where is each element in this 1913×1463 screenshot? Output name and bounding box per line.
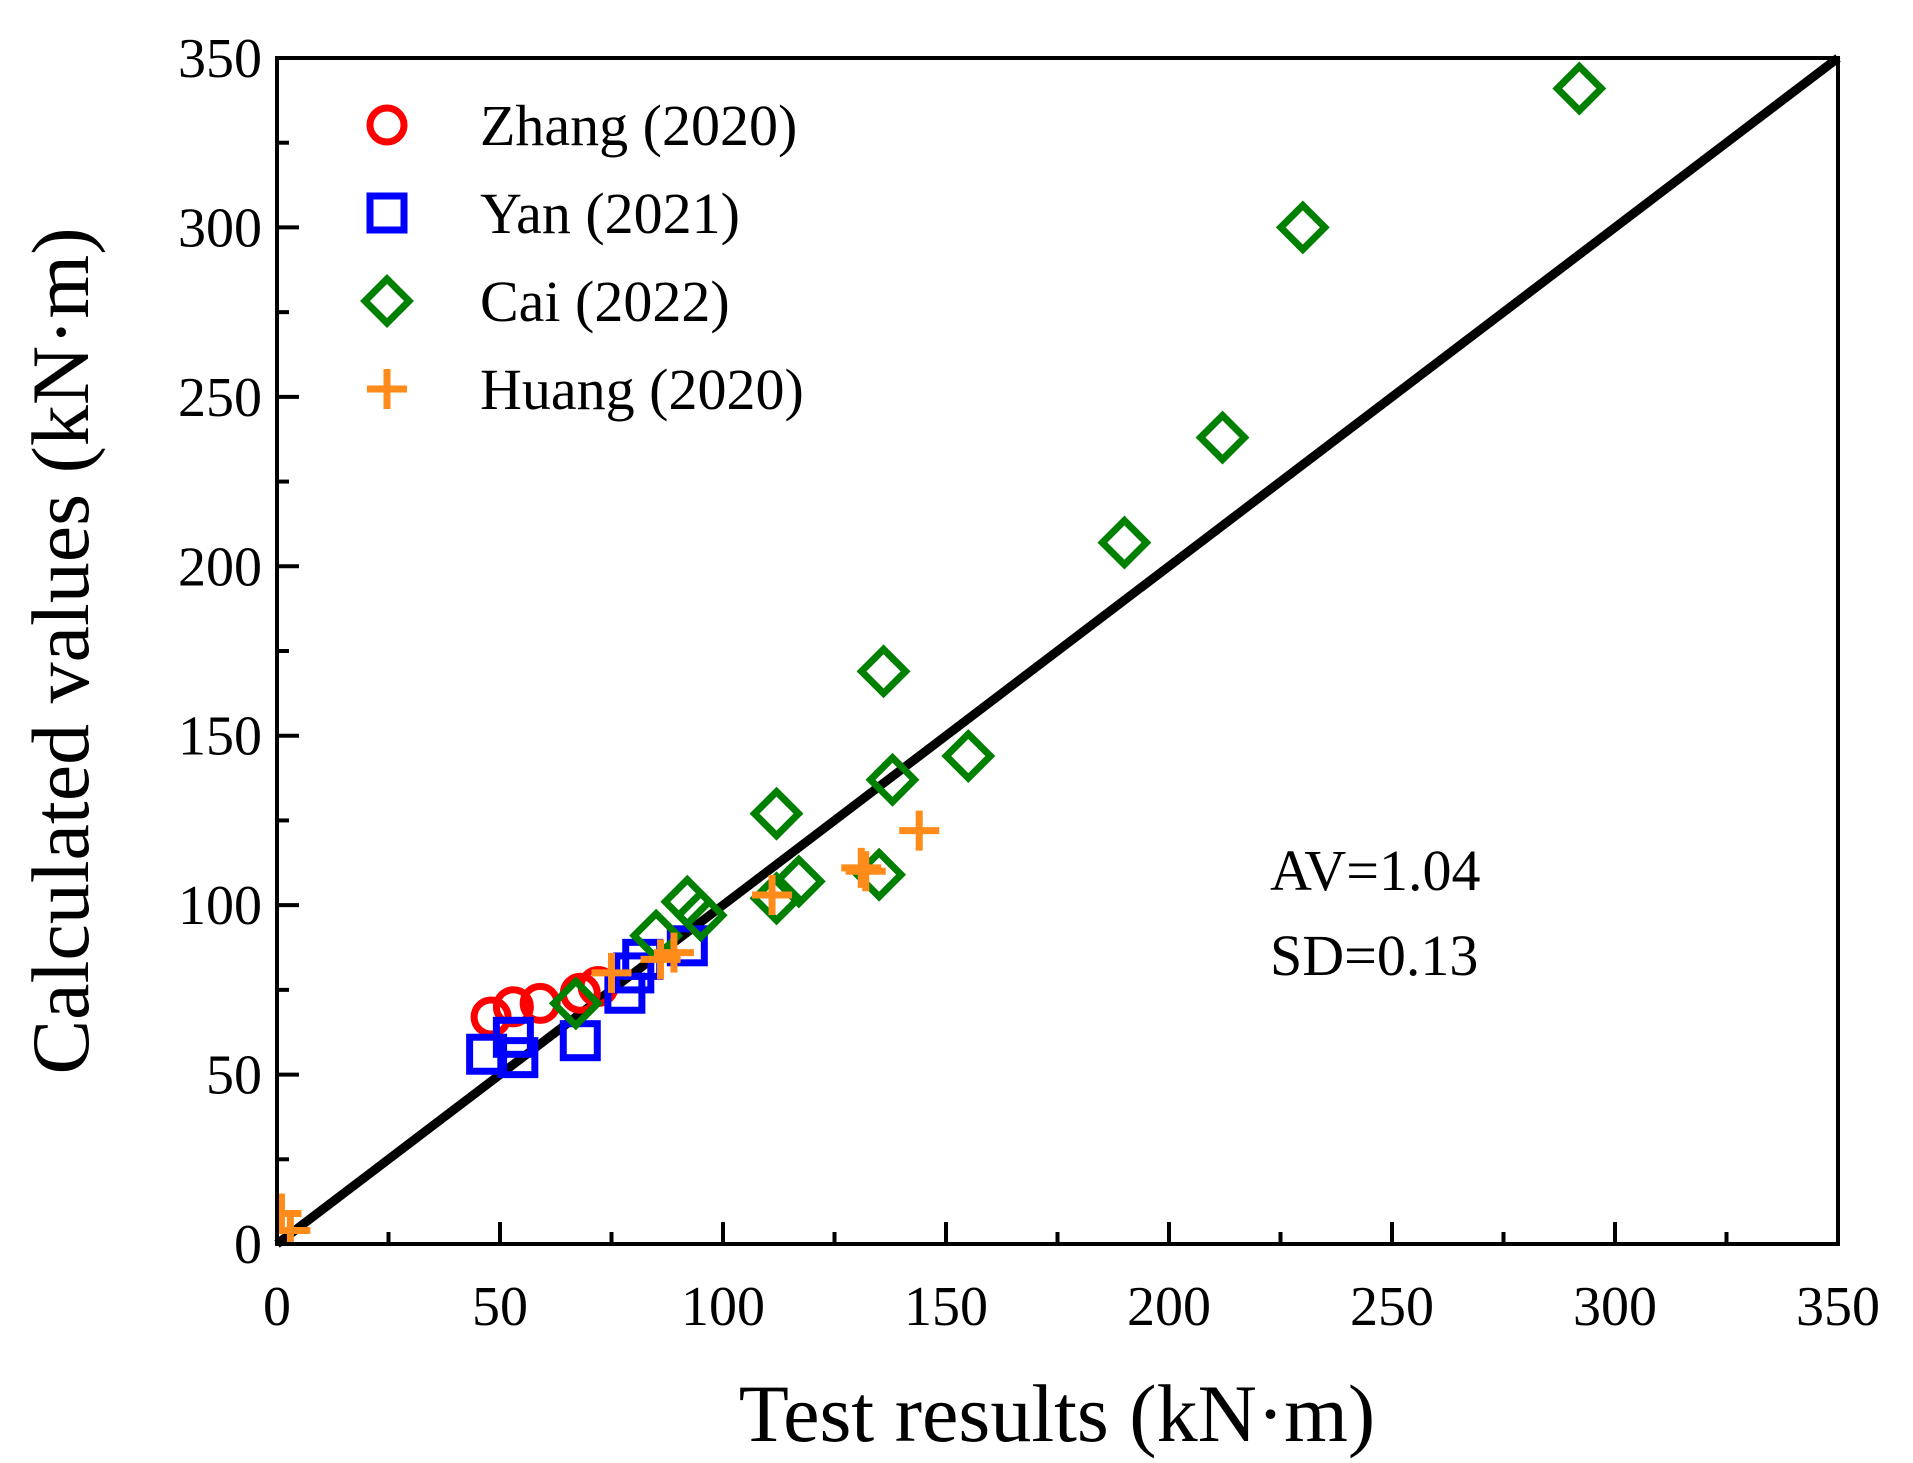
x-tick-label: 50 [472, 1276, 528, 1338]
point-diamond [1195, 410, 1250, 465]
legend-label: Cai (2022) [480, 269, 730, 334]
point-diamond [1552, 61, 1607, 116]
y-tick-label: 300 [178, 197, 262, 259]
data-points [277, 61, 1607, 1244]
legend-item: Zhang (2020) [366, 93, 797, 158]
point-diamond [1275, 200, 1330, 255]
plot-frame [275, 56, 1840, 1246]
x-tick-label: 100 [681, 1276, 765, 1338]
point-diamond [673, 888, 728, 943]
x-tick-label: 250 [1350, 1276, 1434, 1338]
point-diamond [548, 976, 603, 1031]
y-tick-label: 200 [178, 536, 262, 598]
annotation-av: AV=1.04 [1270, 838, 1481, 903]
x-tick-label: 200 [1127, 1276, 1211, 1338]
x-axis-title: Test results (kN·m) [739, 1368, 1375, 1459]
tick-labels: 0 50 100 150 200 250 300 350 0 50 100 150 200 250 300 3… [178, 28, 1880, 1338]
point-plus [653, 932, 694, 973]
y-tick-label: 350 [178, 28, 262, 90]
point-diamond [1097, 515, 1152, 570]
y-axis-title: Calculated values (kN·m) [15, 227, 106, 1074]
point-diamond [771, 854, 826, 909]
y-tick-label: 150 [178, 706, 262, 768]
x-tick-label: 300 [1573, 1276, 1657, 1338]
y-tick-label: 250 [178, 367, 262, 429]
y-tick-label: 50 [206, 1045, 262, 1107]
point-circle [492, 986, 534, 1028]
legend-marker-circle [366, 104, 408, 146]
x-tick-label: 350 [1796, 1276, 1880, 1338]
legend-marker-plus [367, 369, 407, 409]
point-diamond [749, 786, 804, 841]
legend-item: Huang (2020) [367, 357, 804, 422]
legend-item: Cai (2022) [360, 269, 730, 334]
point-plus [899, 810, 940, 851]
series-diamond [548, 61, 1607, 1031]
point-diamond [865, 752, 920, 807]
legend-label: Zhang (2020) [480, 93, 797, 158]
legend-marker-diamond [360, 274, 414, 328]
point-square [497, 1037, 539, 1079]
x-tick-label: 0 [263, 1276, 291, 1338]
legend-label: Huang (2020) [480, 357, 804, 422]
legend: Zhang (2020) Yan (2021) Cai (2022) Huang (2… [360, 93, 804, 422]
point-plus [591, 952, 632, 993]
y-tick-label: 100 [178, 875, 262, 937]
x-tick-label: 150 [904, 1276, 988, 1338]
legend-label: Yan (2021) [480, 181, 740, 246]
series-plus [277, 810, 940, 1244]
y-tick-label: 0 [234, 1214, 262, 1276]
point-diamond [941, 729, 996, 783]
annotation-sd: SD=0.13 [1270, 923, 1478, 988]
legend-item: Yan (2021) [366, 181, 740, 246]
legend-marker-square [366, 192, 408, 234]
point-diamond [856, 644, 911, 699]
point-plus [752, 874, 793, 915]
point-plus [845, 851, 886, 892]
point-plus [277, 1193, 302, 1234]
